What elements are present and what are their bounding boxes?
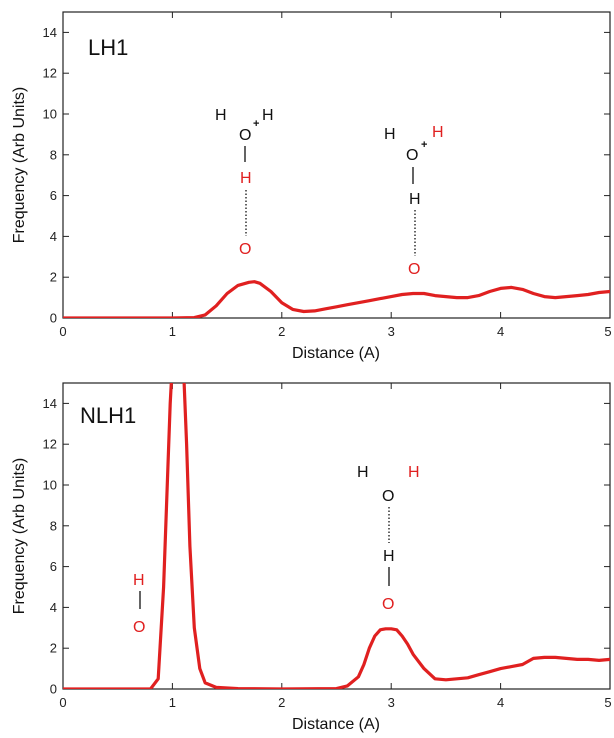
atom-h-label: H [432,124,444,141]
x-tick-label: 4 [497,695,504,710]
y-tick-label: 8 [50,147,57,162]
x-tick-label: 3 [388,324,395,339]
y-tick-label: 10 [43,107,57,122]
atom-h-label: H [240,170,252,187]
x-tick-label: 5 [604,324,611,339]
atom-h-label: H [357,464,369,481]
atom-h-label: H [408,464,420,481]
x-tick-label: 2 [278,695,285,710]
y-tick-label: 4 [50,600,57,615]
y-tick-label: 6 [50,188,57,203]
x-tick-label: 5 [604,695,611,710]
atom-h-label: H [133,572,145,589]
x-tick-label: 1 [169,324,176,339]
molecule-annotation: H O + H H O [215,107,274,258]
plot-frame [62,382,611,690]
y-tick-label: 6 [50,559,57,574]
y-tick-label: 10 [43,478,57,493]
charge-plus-label: + [421,139,427,151]
atom-o-label: O [408,261,420,278]
atom-h-label: H [262,107,274,124]
atom-o-label: O [382,488,394,505]
series-line [63,383,610,689]
atom-h-label: H [409,191,421,208]
y-tick-label: 0 [50,682,57,697]
molecule-annotation: H O + H H O [384,124,444,278]
atom-h-label: H [383,548,395,565]
y-tick-label: 4 [50,229,57,244]
y-tick-label: 12 [43,66,57,81]
atom-o-label: O [406,147,418,164]
y-axis-title: Frequency (Arb Units) [11,458,28,615]
y-tick-label: 8 [50,518,57,533]
series-line [63,280,610,318]
x-tick-label: 3 [388,695,395,710]
molecule-annotation: H O H H O [357,464,420,613]
y-axis-title: Frequency (Arb Units) [11,87,28,244]
y-tick-label: 14 [43,396,57,411]
panel-label: NLH1 [80,403,136,428]
x-tick-label: 2 [278,324,285,339]
y-tick-label: 12 [43,437,57,452]
atom-h-label: H [215,107,227,124]
atom-o-label: O [239,127,251,144]
y-tick-label: 2 [50,270,57,285]
y-tick-label: 0 [50,311,57,326]
x-tick-label: 0 [59,324,66,339]
molecule-annotation: H O [133,572,145,636]
x-tick-label: 1 [169,695,176,710]
charge-plus-label: + [253,118,259,130]
atom-o-label: O [239,241,251,258]
panel-label: LH1 [88,35,128,60]
x-axis-title: Distance (A) [292,345,380,362]
y-tick-label: 2 [50,641,57,656]
x-axis-title: Distance (A) [292,716,380,733]
atom-h-label: H [384,126,396,143]
atom-o-label: O [382,596,394,613]
plot-frame [62,11,611,319]
x-tick-label: 4 [497,324,504,339]
atom-o-label: O [133,619,145,636]
y-tick-label: 14 [43,25,57,40]
x-tick-label: 0 [59,695,66,710]
